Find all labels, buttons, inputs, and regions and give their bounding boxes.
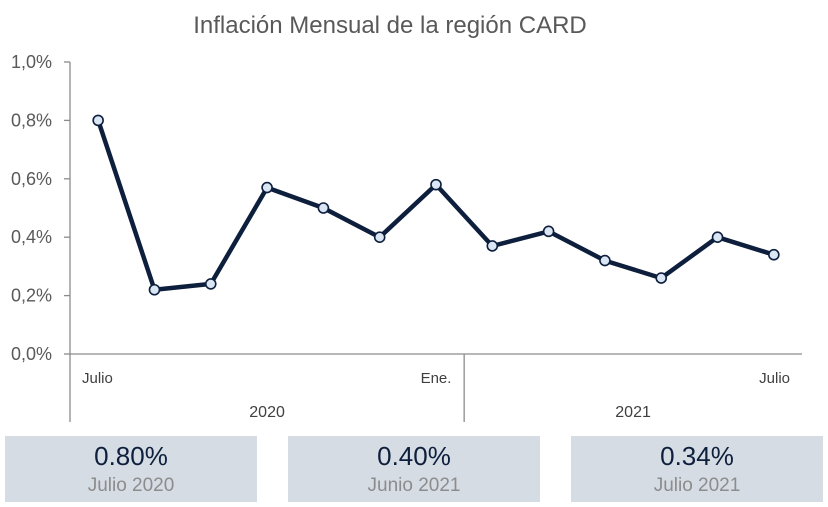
data-point — [599, 254, 611, 267]
chart-title: Inflación Mensual de la región CARD — [193, 12, 587, 39]
card-label: Julio 2021 — [653, 475, 741, 496]
card-value: 0.34% — [660, 441, 734, 471]
y-axis: 0,0% 0,2% 0,4% 0,6% 0,8% 1,0% — [11, 52, 71, 422]
y-tick-label: 0,6% — [11, 169, 52, 189]
summary-card-july-2020: 0.80% Julio 2020 — [5, 436, 257, 502]
series-line — [95, 118, 777, 293]
y-tick-label: 0,4% — [11, 227, 52, 247]
data-point — [261, 181, 273, 194]
data-point — [92, 114, 104, 127]
x-axis: Julio Ene. Julio 2020 2021 — [70, 353, 802, 422]
x-tick-label: Julio — [759, 370, 790, 387]
year-group-label: 2021 — [615, 404, 651, 421]
x-tick-label: Ene. — [421, 370, 452, 387]
year-group-label: 2020 — [249, 404, 285, 421]
data-point — [148, 283, 161, 296]
data-point — [373, 231, 386, 243]
data-point — [317, 202, 330, 214]
y-tick-label: 1,0% — [11, 52, 52, 72]
card-label: Junio 2021 — [367, 475, 461, 496]
y-tick-label: 0,8% — [11, 110, 52, 130]
summary-card-june-2021: 0.40% Junio 2021 — [288, 436, 540, 502]
data-point — [486, 240, 499, 252]
inflation-line-chart: Inflación Mensual de la región CARD 0,0%… — [11, 12, 802, 422]
x-tick-label: Julio — [82, 370, 113, 387]
card-value: 0.80% — [94, 441, 168, 471]
data-point — [204, 278, 217, 290]
data-point — [430, 178, 442, 191]
card-value: 0.40% — [377, 441, 451, 471]
y-tick-label: 0,2% — [11, 286, 52, 306]
data-point — [655, 272, 668, 284]
data-point — [542, 225, 555, 238]
series-layer — [92, 114, 780, 296]
card-label: Julio 2020 — [87, 475, 175, 496]
data-point — [768, 248, 780, 261]
data-point — [711, 231, 724, 243]
y-tick-label: 0,0% — [11, 344, 52, 364]
summary-card-july-2021: 0.34% Julio 2021 — [571, 436, 823, 502]
